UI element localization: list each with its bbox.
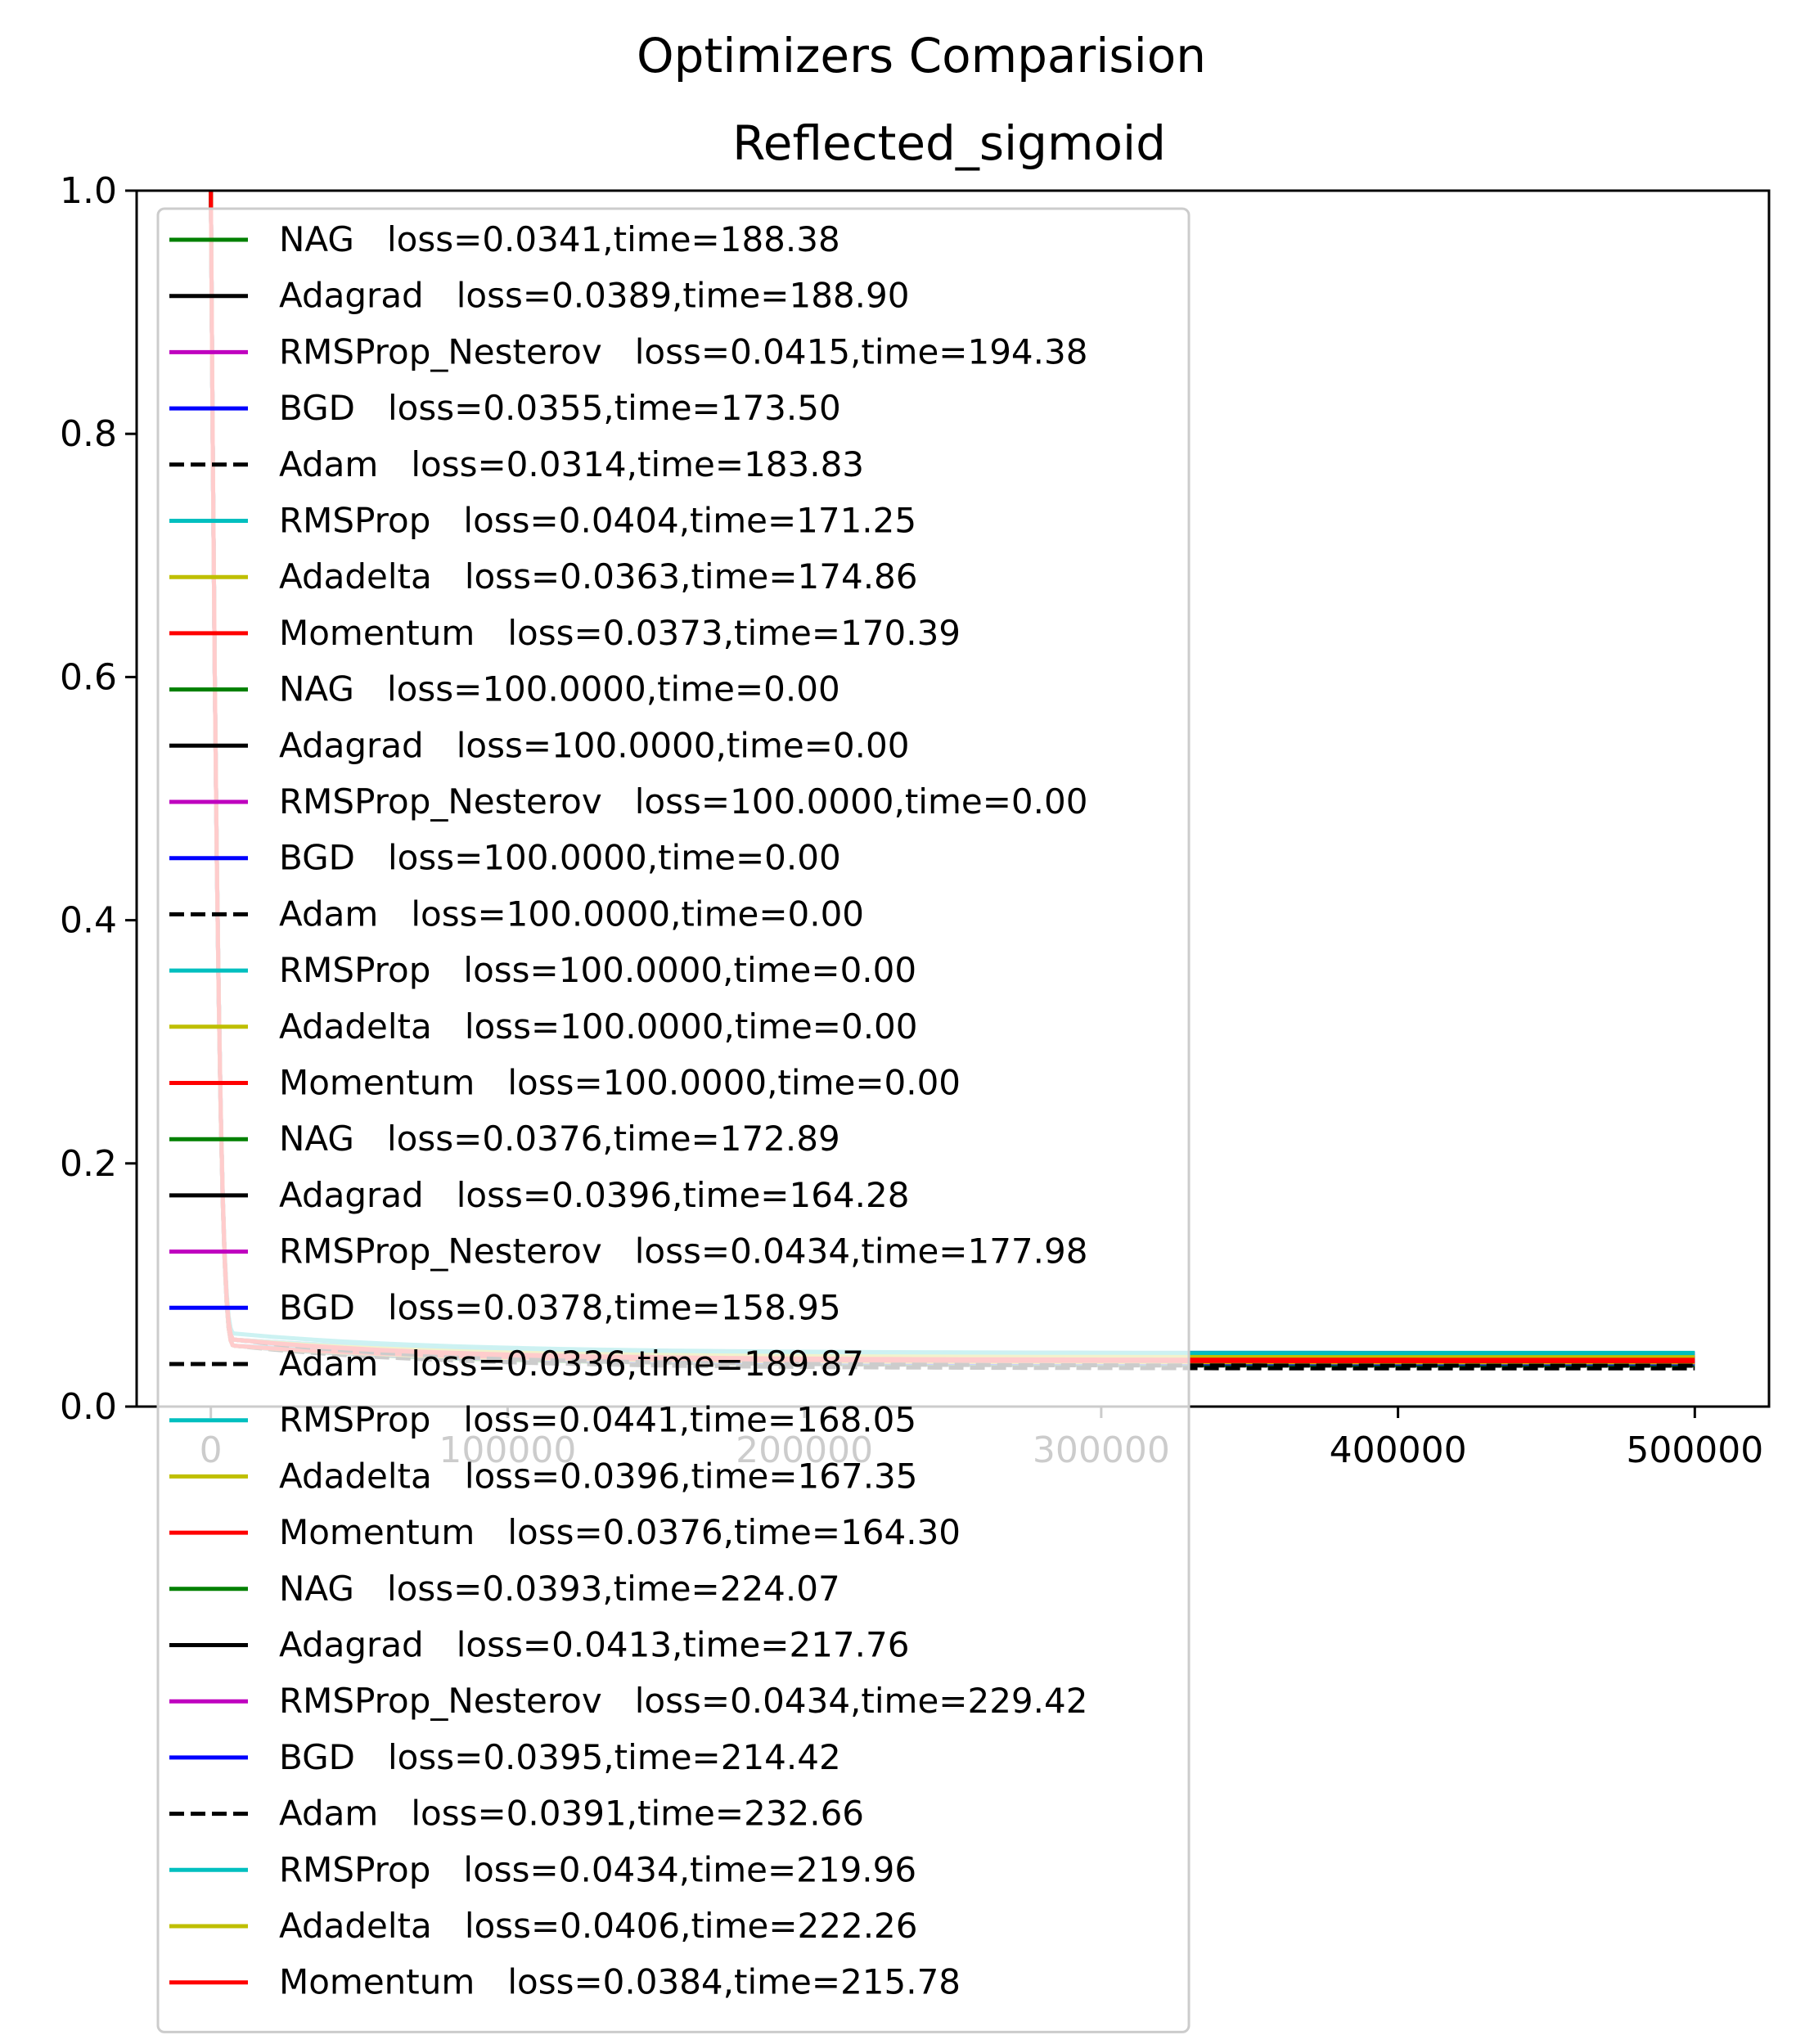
legend-entry-27: BGD loss=0.0395,time=214.42 xyxy=(279,1737,841,1777)
legend-entry-13: RMSProp loss=100.0000,time=0.00 xyxy=(279,950,916,990)
legend-entry-23: Momentum loss=0.0376,time=164.30 xyxy=(279,1512,961,1552)
chart-title: Optimizers Comparision xyxy=(637,28,1206,83)
legend-entry-26: RMSProp_Nesterov loss=0.0434,time=229.42 xyxy=(279,1681,1087,1721)
legend-entry-24: NAG loss=0.0393,time=224.07 xyxy=(279,1569,840,1609)
legend-entry-11: BGD loss=100.0000,time=0.00 xyxy=(279,838,841,878)
legend-entry-17: Adagrad loss=0.0396,time=164.28 xyxy=(279,1175,909,1215)
legend-entry-30: Adadelta loss=0.0406,time=222.26 xyxy=(279,1906,918,1946)
legend-entry-18: RMSProp_Nesterov loss=0.0434,time=177.98 xyxy=(279,1231,1087,1272)
y-tick-label-2: 0.4 xyxy=(60,900,117,942)
legend-entry-31: Momentum loss=0.0384,time=215.78 xyxy=(279,1962,961,2002)
legend-entry-0: NAG loss=0.0341,time=188.38 xyxy=(279,219,840,259)
legend-entry-4: Adam loss=0.0314,time=183.83 xyxy=(279,444,864,484)
x-tick-label-4: 400000 xyxy=(1330,1429,1467,1471)
legend-entry-28: Adam loss=0.0391,time=232.66 xyxy=(279,1794,864,1834)
legend-entry-15: Momentum loss=100.0000,time=0.00 xyxy=(279,1063,961,1103)
legend-entry-7: Momentum loss=0.0373,time=170.39 xyxy=(279,613,961,653)
legend-entry-20: Adam loss=0.0336,time=189.87 xyxy=(279,1344,864,1384)
legend-entry-14: Adadelta loss=100.0000,time=0.00 xyxy=(279,1006,918,1047)
legend-entry-10: RMSProp_Nesterov loss=100.0000,time=0.00 xyxy=(279,781,1087,822)
y-tick-label-1: 0.2 xyxy=(60,1143,117,1185)
legend-entry-19: BGD loss=0.0378,time=158.95 xyxy=(279,1287,841,1327)
legend-entry-3: BGD loss=0.0355,time=173.50 xyxy=(279,388,841,428)
legend-entry-8: NAG loss=100.0000,time=0.00 xyxy=(279,669,840,709)
legend: NAG loss=0.0341,time=188.38 Adagrad loss=… xyxy=(156,207,1191,2033)
legend-entry-1: Adagrad loss=0.0389,time=188.90 xyxy=(279,276,909,316)
legend-entry-9: Adagrad loss=100.0000,time=0.00 xyxy=(279,725,909,765)
legend-entry-6: Adadelta loss=0.0363,time=174.86 xyxy=(279,556,918,597)
y-tick-label-0: 0.0 xyxy=(60,1386,117,1428)
legend-entry-29: RMSProp loss=0.0434,time=219.96 xyxy=(279,1849,916,1889)
x-tick-label-5: 500000 xyxy=(1626,1429,1763,1471)
legend-entry-21: RMSProp loss=0.0441,time=168.05 xyxy=(279,1400,916,1440)
y-tick-label-5: 1.0 xyxy=(60,170,117,212)
y-tick-label-4: 0.8 xyxy=(60,413,117,455)
legend-entry-5: RMSProp loss=0.0404,time=171.25 xyxy=(279,501,916,541)
y-tick-label-3: 0.6 xyxy=(60,656,117,698)
legend-entry-12: Adam loss=100.0000,time=0.00 xyxy=(279,894,864,934)
legend-entry-25: Adagrad loss=0.0413,time=217.76 xyxy=(279,1625,909,1665)
legend-entry-22: Adadelta loss=0.0396,time=167.35 xyxy=(279,1456,918,1496)
legend-entry-16: NAG loss=0.0376,time=172.89 xyxy=(279,1119,840,1159)
legend-box xyxy=(156,207,1191,2033)
chart-subtitle: Reflected_sigmoid xyxy=(732,115,1166,171)
legend-entry-2: RMSProp_Nesterov loss=0.0415,time=194.38 xyxy=(279,331,1087,371)
